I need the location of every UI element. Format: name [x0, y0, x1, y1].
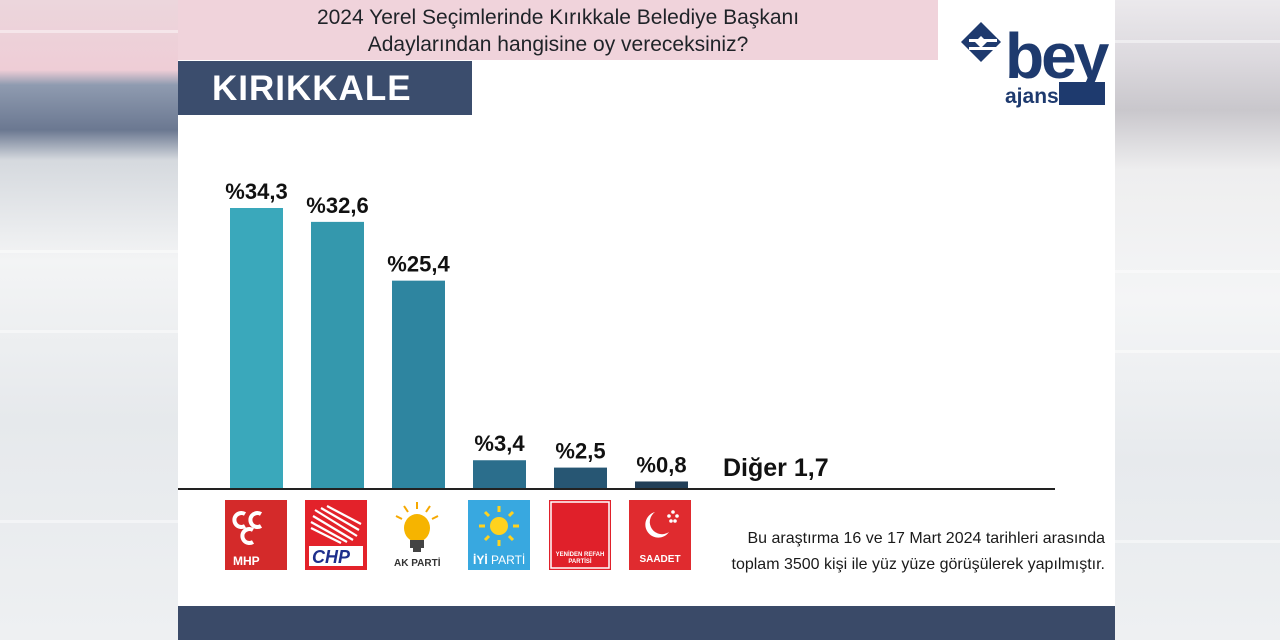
bar-value-label-2: %32,6 — [306, 193, 368, 218]
bey-ajans-logo: bey ajans — [961, 20, 1111, 108]
other-label: Diğer 1,7 — [723, 454, 829, 482]
bar-6 — [635, 481, 688, 488]
question-line-1: 2024 Yerel Seçimlerinde Kırıkkale Beledi… — [316, 6, 800, 29]
footnote-line-1: Bu araştırma 16 ve 17 Mart 2024 tarihler… — [747, 530, 1105, 547]
question-banner: 2024 Yerel Seçimlerinde Kırıkkale Beledi… — [178, 0, 938, 60]
logo-wordmark: bey — [1005, 20, 1110, 92]
logo-chp: CHP — [305, 500, 367, 570]
logo-subtext: ajans — [1005, 85, 1059, 108]
bar-value-label-3: %25,4 — [387, 252, 450, 277]
bar-1 — [230, 208, 283, 488]
right-background — [1115, 0, 1280, 640]
bar-value-label-6: %0,8 — [636, 452, 686, 477]
bottom-bar — [178, 606, 1115, 640]
city-banner: KIRIKKALE — [178, 61, 472, 115]
iyi-suffix: PARTİ — [491, 553, 525, 567]
chp-label: CHP — [312, 547, 351, 567]
footnote-line-2: toplam 3500 kişi ile yüz yüze görüşülere… — [731, 556, 1106, 573]
logo-mhp: MHP — [225, 500, 287, 570]
logo-saadet: SAADET — [629, 500, 691, 570]
bar-5 — [554, 467, 607, 488]
bar-chart: %34,3 %32,6 %25,4 %3,4 %2,5 %0,8 Diğer 1,7 — [178, 179, 1055, 490]
survey-footnote: Bu araştırma 16 ve 17 Mart 2024 tarihler… — [713, 526, 1106, 578]
bar-value-label-4: %3,4 — [474, 431, 525, 456]
bar-3 — [392, 280, 445, 488]
yrp-line-1: YENİDEN REFAH — [556, 551, 605, 558]
left-background — [0, 0, 178, 640]
bar-value-label-5: %2,5 — [555, 439, 605, 464]
iyi-prefix: İYİ — [473, 552, 488, 567]
saadet-label: SAADET — [639, 554, 680, 565]
city-name: KIRIKKALE — [212, 69, 412, 108]
bar-4 — [473, 460, 526, 488]
ak-parti-label: AK PARTİ — [394, 556, 441, 569]
infographic-panel: 2024 Yerel Seçimlerinde Kırıkkale Beledi… — [178, 0, 1115, 640]
logo-yeniden-refah: YENİDEN REFAH PARTİSİ — [549, 500, 611, 570]
logo-ak-parti: AK PARTİ — [386, 500, 448, 570]
logo-iyi-parti: İYİ PARTİ — [468, 500, 530, 570]
question-line-2: Adaylarından hangisine oy vereceksiniz? — [367, 33, 749, 56]
bar-value-label-1: %34,3 — [225, 179, 287, 204]
yrp-line-2: PARTİSİ — [568, 558, 592, 565]
svg-text:İYİ PARTİ: İYİ PARTİ — [473, 552, 525, 567]
bar-2 — [311, 221, 364, 488]
mhp-label: MHP — [233, 554, 260, 568]
